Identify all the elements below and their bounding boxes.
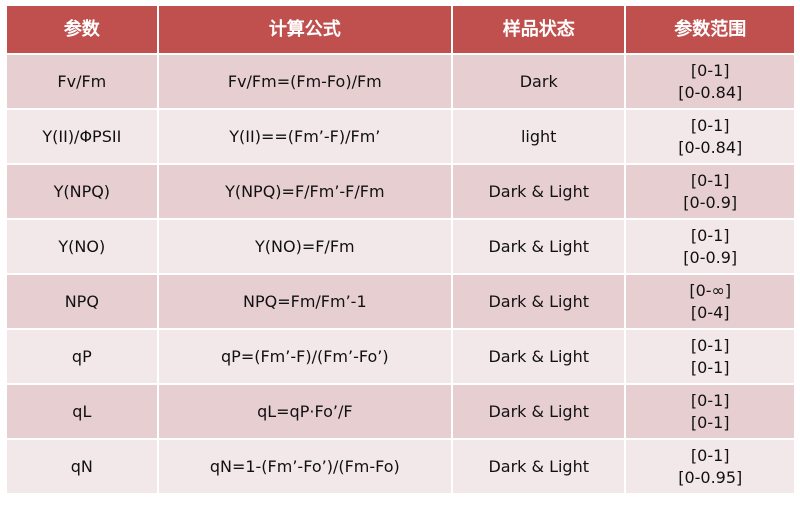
range-typical: [0-0.84] (678, 137, 743, 157)
range-typical: [0-1] (690, 357, 730, 377)
header-formula: 计算公式 (156, 4, 453, 55)
range-typical: [0-0.9] (683, 192, 738, 212)
state-cell: Dark & Light (450, 438, 627, 495)
table-row: Y(NO) Y(NO)=F/Fm Dark & Light [0-1] [0-0.9] (5, 218, 796, 275)
parameter-table: 参数 计算公式 样品状态 参数范围 Fv/Fm Fv/Fm=(Fm-Fo)/Fm D… (5, 4, 796, 495)
range-cell: [0-1] [0-0.84] (624, 108, 796, 165)
range-typical: [0-1] (690, 412, 730, 432)
formula-cell: NPQ=Fm/Fm’-1 (156, 273, 453, 330)
state-cell: Dark & Light (450, 218, 627, 275)
range-full: [0-1] (690, 445, 730, 465)
range-full: [0-1] (690, 335, 730, 355)
param-cell: qL (5, 383, 159, 440)
range-cell: [0-1] [0-0.95] (624, 438, 796, 495)
range-cell: [0-∞] [0-4] (624, 273, 796, 330)
formula-cell: qP=(Fm’-F)/(Fm’-Fo’) (156, 328, 453, 385)
range-cell: [0-1] [0-0.9] (624, 163, 796, 220)
formula-cell: qN=1-(Fm’-Fo’)/(Fm-Fo) (156, 438, 453, 495)
range-typical: [0-0.9] (683, 247, 738, 267)
range-cell: [0-1] [0-0.84] (624, 53, 796, 110)
range-full: [0-1] (690, 390, 730, 410)
range-typical: [0-0.95] (678, 467, 743, 487)
table-row: qN qN=1-(Fm’-Fo’)/(Fm-Fo) Dark & Light [0-1… (5, 438, 796, 495)
table-row: qP qP=(Fm’-F)/(Fm’-Fo’) Dark & Light [0-1][… (5, 328, 796, 385)
table-row: NPQ NPQ=Fm/Fm’-1 Dark & Light [0-∞] [0-4] (5, 273, 796, 330)
range-cell: [0-1] [0-1] (624, 383, 796, 440)
range-typical: [0-0.84] (678, 82, 743, 102)
state-cell: Dark (450, 53, 627, 110)
formula-cell: qL=qP·Fo’/F (156, 383, 453, 440)
range-cell: [0-1] [0-0.9] (624, 218, 796, 275)
param-cell: NPQ (5, 273, 159, 330)
formula-cell: Fv/Fm=(Fm-Fo)/Fm (156, 53, 453, 110)
table-row: Y(NPQ) Y(NPQ)=F/Fm’-F/Fm Dark & Light [0-1]… (5, 163, 796, 220)
formula-cell: Y(II)==(Fm’-F)/Fm’ (156, 108, 453, 165)
formula-cell: Y(NO)=F/Fm (156, 218, 453, 275)
table-row: Y(II)/ΦPSII Y(II)==(Fm’-F)/Fm’ light [0-1][… (5, 108, 796, 165)
state-cell: Dark & Light (450, 383, 627, 440)
header-param: 参数 (5, 4, 159, 55)
range-full: [0-∞] (689, 280, 732, 300)
param-cell: Fv/Fm (5, 53, 159, 110)
table-row: Fv/Fm Fv/Fm=(Fm-Fo)/Fm Dark [0-1] [0-0.84] (5, 53, 796, 110)
range-typical: [0-4] (690, 302, 730, 322)
state-cell: light (450, 108, 627, 165)
param-cell: qP (5, 328, 159, 385)
range-full: [0-1] (690, 60, 730, 80)
formula-cell: Y(NPQ)=F/Fm’-F/Fm (156, 163, 453, 220)
param-cell: Y(NPQ) (5, 163, 159, 220)
header-row: 参数 计算公式 样品状态 参数范围 (5, 4, 796, 55)
header-state: 样品状态 (450, 4, 627, 55)
range-cell: [0-1] [0-1] (624, 328, 796, 385)
range-full: [0-1] (690, 115, 730, 135)
state-cell: Dark & Light (450, 273, 627, 330)
state-cell: Dark & Light (450, 163, 627, 220)
param-cell: qN (5, 438, 159, 495)
param-cell: Y(NO) (5, 218, 159, 275)
header-range: 参数范围 (624, 4, 796, 55)
range-full: [0-1] (690, 170, 730, 190)
range-full: [0-1] (690, 225, 730, 245)
table-row: qL qL=qP·Fo’/F Dark & Light [0-1] [0-1] (5, 383, 796, 440)
state-cell: Dark & Light (450, 328, 627, 385)
param-cell: Y(II)/ΦPSII (5, 108, 159, 165)
